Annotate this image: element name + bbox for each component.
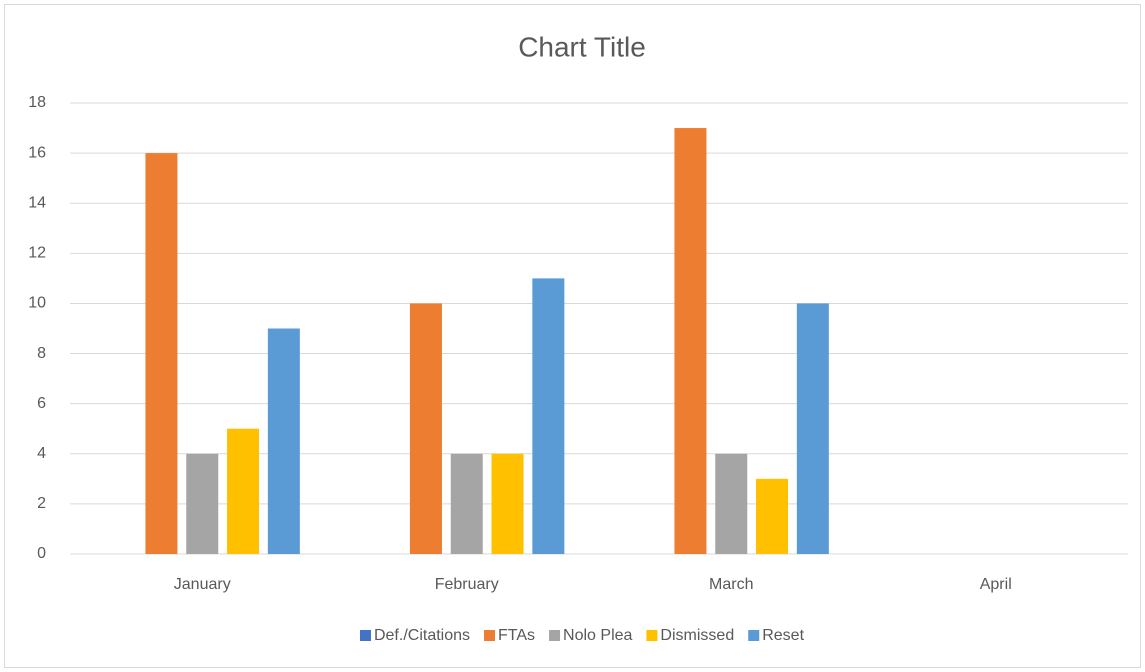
y-tick-label: 18 [28,94,46,111]
legend-label: Dismissed [660,627,734,644]
y-tick-label: 12 [28,245,46,262]
y-tick-label: 0 [37,545,46,562]
legend-swatch [549,630,561,641]
bar [715,453,748,554]
y-tick-label: 10 [28,295,46,312]
chart-border [4,4,1141,668]
x-tick-label: April [980,576,1012,593]
legend-label: Reset [762,627,804,644]
bar [450,453,483,554]
bar [186,453,219,554]
x-tick-label: March [709,576,753,593]
bar [409,303,442,554]
y-tick-label: 14 [28,194,46,211]
y-tick-label: 16 [28,144,46,161]
y-tick-label: 4 [37,445,46,462]
bar [267,328,300,554]
y-tick-label: 8 [37,345,46,362]
bar [491,453,524,554]
bar [756,478,789,554]
legend-swatch [359,630,371,641]
bar [227,428,260,554]
x-tick-label: January [174,576,231,593]
legend-label: Nolo Plea [563,627,632,644]
y-tick-label: 2 [37,495,46,512]
legend-swatch [748,630,760,641]
bar [145,153,178,554]
y-tick-label: 6 [37,395,46,412]
legend-label: FTAs [498,627,535,644]
legend-swatch [646,630,658,641]
x-tick-label: February [435,576,499,593]
legend-label: Def./Citations [374,627,470,644]
bar [796,303,829,554]
bar [674,128,707,555]
legend-swatch [484,630,496,641]
bar [532,278,565,554]
chart-title: Chart Title [518,31,646,62]
